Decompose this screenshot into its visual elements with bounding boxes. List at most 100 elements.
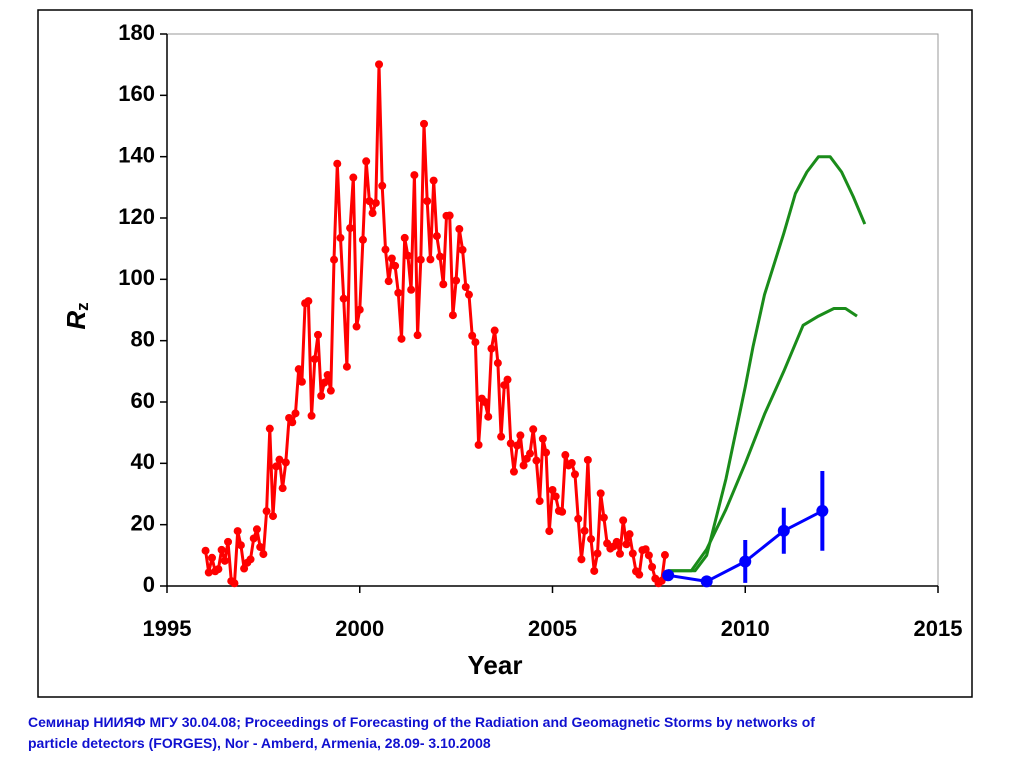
data-point bbox=[362, 157, 371, 166]
data-point bbox=[403, 251, 412, 260]
y-label-main: R bbox=[61, 311, 91, 330]
data-point bbox=[201, 546, 210, 555]
data-point bbox=[448, 311, 457, 320]
data-point bbox=[294, 365, 303, 374]
data-point bbox=[323, 371, 332, 380]
data-point bbox=[622, 540, 631, 549]
data-point bbox=[535, 497, 544, 506]
data-point bbox=[548, 486, 557, 495]
y-tick-label: 20 bbox=[131, 510, 155, 535]
data-point bbox=[526, 449, 535, 458]
data-point bbox=[252, 525, 261, 534]
data-point bbox=[519, 461, 528, 470]
data-point bbox=[615, 549, 624, 558]
data-point bbox=[423, 197, 432, 206]
data-point bbox=[464, 290, 473, 299]
data-point bbox=[265, 424, 274, 433]
data-point bbox=[503, 375, 512, 384]
data-point bbox=[700, 575, 713, 588]
data-point bbox=[246, 555, 255, 564]
y-tick-label: 160 bbox=[118, 81, 155, 106]
data-point bbox=[461, 283, 470, 291]
data-point bbox=[407, 285, 416, 294]
data-point bbox=[330, 255, 339, 264]
data-point bbox=[269, 512, 278, 521]
data-point bbox=[660, 551, 669, 560]
data-point bbox=[644, 551, 653, 560]
data-point bbox=[551, 492, 560, 501]
x-tick-label: 1995 bbox=[143, 616, 192, 641]
data-point bbox=[240, 564, 249, 573]
data-point bbox=[381, 245, 390, 254]
data-point bbox=[432, 232, 441, 241]
data-point bbox=[596, 489, 605, 498]
y-tick-label: 100 bbox=[118, 265, 155, 290]
data-point bbox=[278, 484, 287, 493]
y-label-sub: z bbox=[73, 302, 92, 311]
footer-line: Семинар НИИЯФ МГУ 30.04.08; Proceedings … bbox=[28, 714, 815, 730]
data-point bbox=[493, 359, 502, 368]
data-point bbox=[436, 252, 445, 261]
footer-line: particle detectors (FORGES), Nor - Amber… bbox=[28, 735, 491, 751]
data-point bbox=[487, 344, 496, 353]
data-point bbox=[574, 514, 583, 523]
data-point bbox=[288, 418, 297, 427]
data-point bbox=[777, 524, 790, 537]
data-point bbox=[590, 566, 599, 575]
data-point bbox=[429, 176, 438, 185]
data-point bbox=[513, 441, 522, 450]
y-tick-label: 40 bbox=[131, 449, 155, 474]
data-point bbox=[580, 526, 589, 535]
data-point bbox=[599, 513, 608, 522]
data-point bbox=[394, 288, 403, 297]
y-tick-label: 140 bbox=[118, 142, 155, 167]
x-axis-label: Year bbox=[468, 650, 523, 680]
data-point bbox=[400, 233, 409, 242]
data-point bbox=[233, 527, 242, 536]
data-point bbox=[420, 119, 429, 128]
data-point bbox=[355, 305, 364, 314]
data-point bbox=[310, 355, 319, 364]
data-point bbox=[342, 362, 351, 371]
series-line bbox=[204, 62, 667, 585]
data-point bbox=[426, 255, 435, 264]
y-tick-label: 80 bbox=[131, 326, 155, 351]
data-point bbox=[474, 440, 483, 449]
data-point bbox=[648, 562, 657, 571]
series-line bbox=[668, 155, 867, 573]
data-point bbox=[217, 545, 226, 554]
y-axis-label: Rz bbox=[61, 302, 93, 329]
y-tick-label: 60 bbox=[131, 388, 155, 413]
data-point bbox=[458, 245, 467, 254]
x-tick-label: 2010 bbox=[721, 616, 770, 641]
data-point bbox=[538, 434, 547, 443]
data-point bbox=[413, 331, 422, 340]
data-point bbox=[259, 550, 268, 559]
y-tick-label: 0 bbox=[143, 572, 155, 597]
x-tick-label: 2005 bbox=[528, 616, 577, 641]
data-point bbox=[739, 555, 752, 568]
data-point bbox=[490, 326, 499, 335]
data-point bbox=[567, 459, 576, 468]
data-point bbox=[641, 545, 650, 554]
data-point bbox=[529, 425, 538, 434]
x-tick-label: 2015 bbox=[914, 616, 963, 641]
data-point bbox=[468, 331, 477, 340]
data-point bbox=[391, 261, 400, 270]
data-point bbox=[230, 579, 239, 588]
data-point bbox=[275, 455, 284, 464]
data-point bbox=[635, 570, 644, 579]
data-point bbox=[297, 377, 306, 386]
data-point bbox=[497, 432, 506, 441]
data-point bbox=[455, 225, 464, 234]
data-point bbox=[224, 537, 233, 546]
data-point bbox=[317, 391, 326, 400]
data-point bbox=[416, 255, 425, 264]
data-point bbox=[628, 549, 637, 558]
data-point bbox=[816, 504, 829, 517]
data-point bbox=[220, 556, 229, 565]
data-point bbox=[662, 569, 675, 582]
series-line bbox=[668, 307, 858, 573]
data-point bbox=[387, 254, 396, 263]
data-point bbox=[577, 555, 586, 564]
